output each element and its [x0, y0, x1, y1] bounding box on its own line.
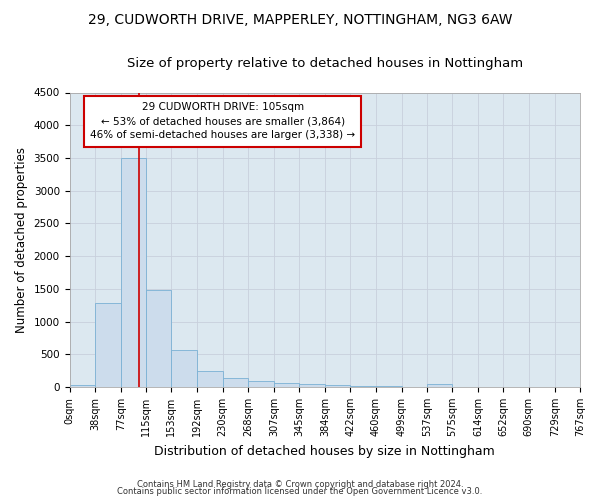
Text: 29 CUDWORTH DRIVE: 105sqm
← 53% of detached houses are smaller (3,864)
46% of se: 29 CUDWORTH DRIVE: 105sqm ← 53% of detac… — [90, 102, 355, 141]
Bar — [70, 385, 95, 387]
Bar — [223, 378, 248, 387]
Bar — [325, 385, 350, 387]
Text: Contains public sector information licensed under the Open Government Licence v3: Contains public sector information licen… — [118, 487, 482, 496]
Bar — [197, 371, 223, 387]
Bar — [95, 303, 121, 387]
Bar — [146, 290, 172, 387]
Y-axis label: Number of detached properties: Number of detached properties — [15, 146, 28, 332]
Bar — [376, 386, 401, 387]
Bar — [427, 384, 452, 387]
Bar — [121, 158, 146, 387]
Text: 29, CUDWORTH DRIVE, MAPPERLEY, NOTTINGHAM, NG3 6AW: 29, CUDWORTH DRIVE, MAPPERLEY, NOTTINGHA… — [88, 12, 512, 26]
Bar — [350, 386, 376, 387]
Title: Size of property relative to detached houses in Nottingham: Size of property relative to detached ho… — [127, 58, 523, 70]
Text: Contains HM Land Registry data © Crown copyright and database right 2024.: Contains HM Land Registry data © Crown c… — [137, 480, 463, 489]
X-axis label: Distribution of detached houses by size in Nottingham: Distribution of detached houses by size … — [154, 444, 495, 458]
Bar — [274, 383, 299, 387]
Bar — [299, 384, 325, 387]
Bar — [172, 350, 197, 387]
Bar — [248, 381, 274, 387]
